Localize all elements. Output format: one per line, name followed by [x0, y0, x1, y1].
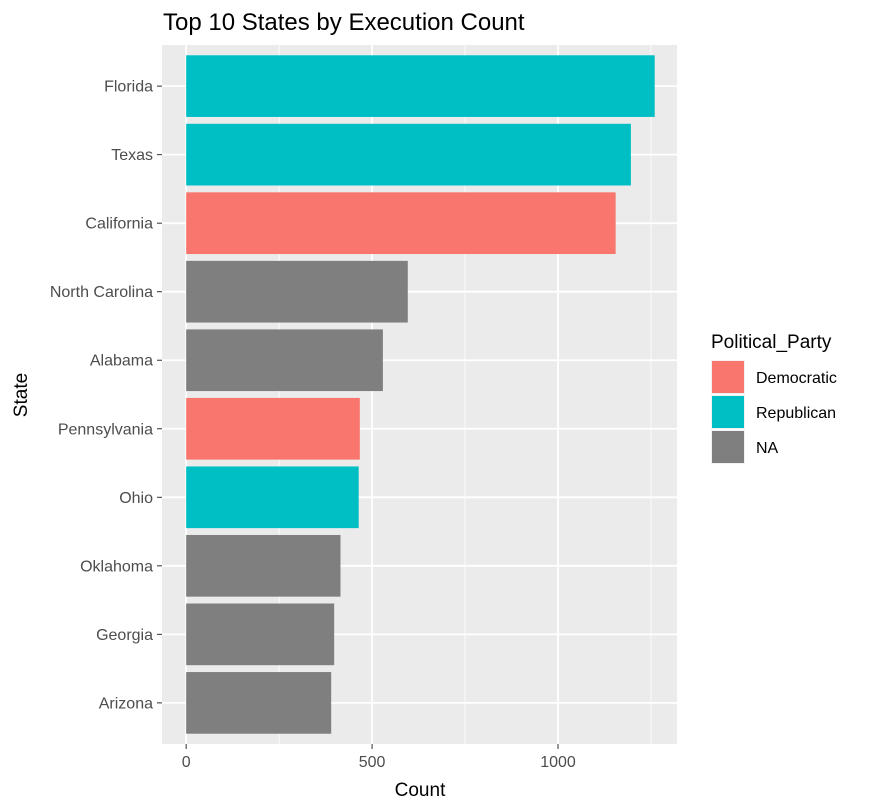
bar-california [186, 192, 616, 255]
y-axis-title: State [11, 373, 32, 417]
y-tick-label: Pennsylvania [58, 421, 153, 438]
y-tick-label: Florida [104, 79, 153, 96]
bar-florida [186, 55, 655, 117]
x-tick-label: 0 [182, 754, 191, 771]
x-axis-ticks: 0 500 1000 [182, 744, 576, 771]
chart-title: Top 10 States by Execution Count [163, 9, 525, 36]
y-tick-label: Alabama [90, 353, 153, 370]
y-axis-ticks: Florida Texas California North Carolina Alab… [50, 79, 162, 712]
legend-label: Republican [756, 405, 836, 422]
bars [186, 55, 655, 734]
bar-texas [186, 123, 631, 186]
x-tick-label: 1000 [540, 754, 576, 771]
y-tick-label: Texas [111, 147, 153, 164]
bar-ohio [186, 466, 359, 529]
x-axis-title: Count [395, 780, 446, 801]
y-tick-label: Arizona [99, 695, 153, 712]
legend-swatch-na [712, 431, 744, 463]
y-tick-label: Ohio [119, 490, 153, 507]
bar-north-carolina [186, 260, 408, 323]
legend-title: Political_Party [711, 332, 832, 353]
bar-oklahoma [186, 534, 341, 597]
y-tick-label: California [85, 216, 153, 233]
x-tick-label: 500 [359, 754, 386, 771]
bar-alabama [186, 329, 383, 392]
legend: Political_Party Democratic Republican NA [711, 332, 837, 464]
legend-label: Democratic [756, 370, 837, 387]
legend-items: Democratic Republican NA [711, 360, 837, 464]
y-tick-label: Oklahoma [80, 558, 153, 575]
legend-label: NA [756, 440, 779, 457]
legend-swatch-republican [712, 396, 744, 428]
bar-pennsylvania [186, 397, 360, 460]
y-tick-label: Georgia [96, 627, 153, 644]
bar-georgia [186, 603, 335, 666]
legend-swatch-democratic [712, 361, 744, 393]
y-tick-label: North Carolina [50, 284, 153, 301]
bar-arizona [186, 672, 332, 734]
